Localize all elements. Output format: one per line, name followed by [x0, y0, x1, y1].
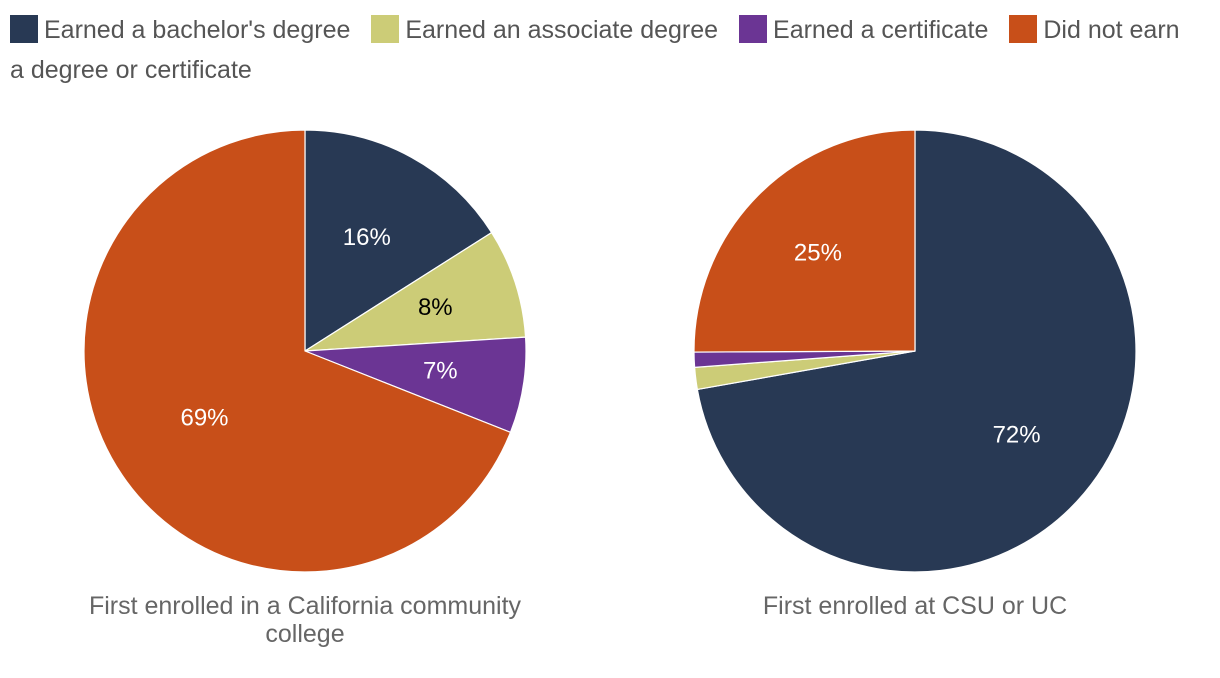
- data-label-certificate: 7%: [423, 358, 458, 385]
- pie-community-college: 16% 8% 7% 69%: [83, 129, 527, 573]
- legend-label: Did not earn a degree or certificate: [10, 16, 1180, 84]
- legend-label: Earned an associate degree: [405, 16, 719, 44]
- legend-item-bachelors[interactable]: Earned a bachelor's degree: [10, 15, 351, 44]
- pie-slice-bachelors[interactable]: [696, 129, 1137, 573]
- legend-item-associate[interactable]: Earned an associate degree: [371, 15, 719, 44]
- legend-item-no-degree[interactable]: Did not earn a degree or certificate: [10, 15, 1180, 84]
- data-label-no-degree: 69%: [180, 405, 228, 432]
- legend: Earned a bachelor's degree Earned an ass…: [10, 10, 1200, 90]
- data-label-bachelors: 16%: [343, 224, 391, 251]
- chart-title-community-college: First enrolled in a California community…: [88, 592, 522, 648]
- pie-slice-no-degree[interactable]: [83, 129, 512, 573]
- pie-csu-uc: 72% 25%: [693, 129, 1137, 573]
- legend-swatch: [739, 15, 768, 43]
- data-label-bachelors: 72%: [993, 422, 1041, 449]
- data-label-no-degree: 25%: [794, 240, 842, 267]
- legend-swatch: [10, 15, 38, 43]
- pie-slice-bachelors[interactable]: [304, 129, 493, 353]
- legend-swatch: [1009, 15, 1038, 43]
- legend-label: Earned a certificate: [773, 16, 989, 44]
- legend-item-certificate[interactable]: Earned a certificate: [739, 15, 989, 44]
- pie-slice-associate[interactable]: [304, 231, 527, 352]
- legend-label: Earned a bachelor's degree: [44, 16, 351, 44]
- legend-swatch: [371, 15, 400, 43]
- pie-slice-no-degree[interactable]: [693, 129, 916, 353]
- chart-title-csu-uc: First enrolled at CSU or UC: [762, 592, 1068, 620]
- data-label-associate: 8%: [418, 294, 453, 321]
